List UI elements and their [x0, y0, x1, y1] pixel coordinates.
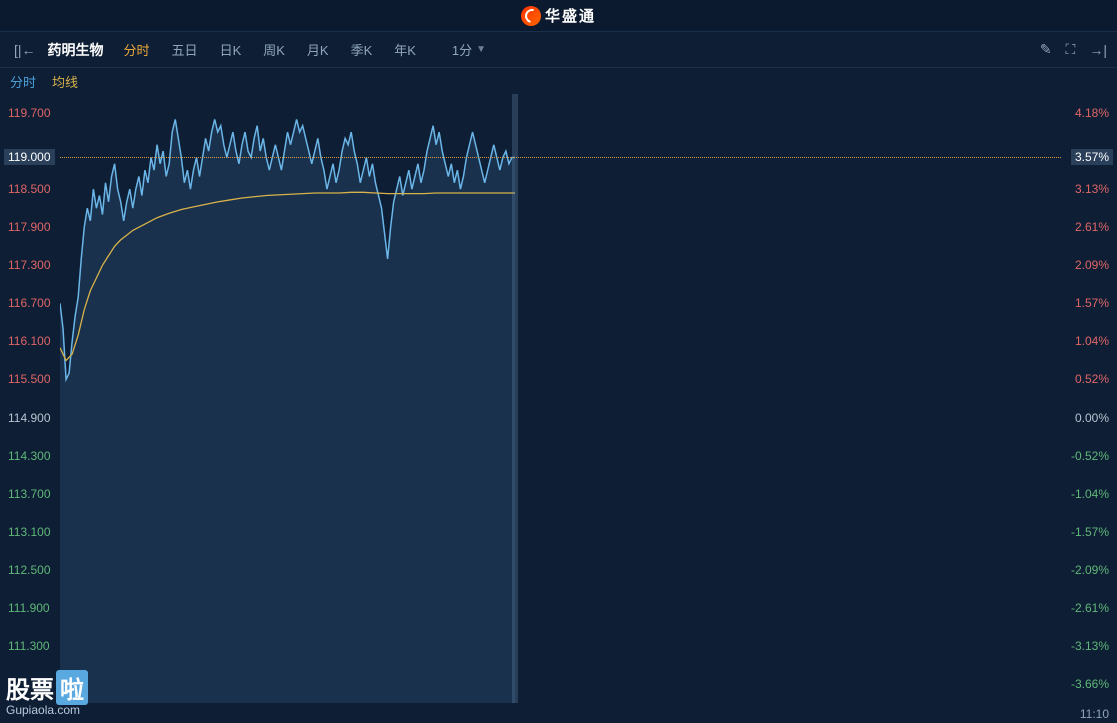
- y-left-tick: 114.900: [8, 412, 51, 424]
- current-price-tag: 119.000: [4, 149, 55, 165]
- current-price-line: [60, 157, 1061, 158]
- tab-五日[interactable]: 五日: [164, 36, 206, 63]
- watermark-text: 股票: [6, 670, 54, 705]
- watermark: 股票啦 Gupiaola.com: [6, 670, 88, 717]
- y-left-tick: 114.300: [8, 450, 51, 462]
- tab-周K[interactable]: 周K: [255, 36, 293, 63]
- y-left-tick: 117.900: [8, 221, 51, 233]
- y-right-tick: 3.13%: [1075, 183, 1109, 195]
- x-tick-end: 11:10: [1080, 707, 1109, 721]
- toolbar: [|← 药明生物 分时五日日K周K月K季K年K 1分 ▼ ✎ ⛶ →|: [0, 32, 1117, 68]
- brand: 华盛通: [521, 5, 596, 26]
- y-left-tick: 116.100: [8, 335, 51, 347]
- legend-junxian: 均线: [52, 72, 78, 91]
- y-right-tick: -1.04%: [1071, 488, 1109, 500]
- y-axis-left: 119.700 118.500 117.900 117.300 116.700 116.1…: [0, 94, 60, 703]
- interval-dropdown[interactable]: 1分 ▼: [442, 36, 496, 63]
- tab-日K[interactable]: 日K: [212, 36, 250, 63]
- y-right-tick: -3.66%: [1071, 678, 1109, 690]
- y-left-tick: 117.300: [8, 259, 51, 271]
- current-pct-tag: 3.57%: [1071, 149, 1113, 165]
- y-right-tick: 1.57%: [1075, 297, 1109, 309]
- y-left-tick: 112.500: [8, 564, 51, 576]
- y-right-tick: -3.13%: [1071, 640, 1109, 652]
- y-left-tick: 118.500: [8, 183, 51, 195]
- y-left-tick: 111.900: [8, 602, 50, 614]
- collapse-icon[interactable]: →|: [1089, 42, 1107, 58]
- y-right-tick: 0.52%: [1075, 373, 1109, 385]
- y-right-tick: -2.61%: [1071, 602, 1109, 614]
- y-right-tick: 2.61%: [1075, 221, 1109, 233]
- y-left-tick: 113.700: [8, 488, 51, 500]
- y-right-tick: 2.09%: [1075, 259, 1109, 271]
- brand-logo-icon: [521, 6, 541, 26]
- back-icon[interactable]: [|←: [10, 42, 40, 58]
- tab-季K[interactable]: 季K: [343, 36, 381, 63]
- y-left-tick: 111.300: [8, 640, 50, 652]
- chart-area: 119.700 118.500 117.900 117.300 116.700 116.1…: [0, 94, 1117, 723]
- toolbar-right: ✎ ⛶ →|: [1040, 41, 1107, 58]
- interval-label: 1分: [452, 40, 472, 59]
- y-right-tick: -1.57%: [1071, 526, 1109, 538]
- y-right-tick: 4.18%: [1075, 107, 1109, 119]
- y-axis-right: 4.18% 3.13% 2.61% 2.09% 1.57% 1.04% 0.52% 0.00%…: [1061, 94, 1117, 703]
- y-right-tick: 0.00%: [1075, 412, 1109, 424]
- y-left-tick: 115.500: [8, 373, 51, 385]
- y-right-tick: -0.52%: [1071, 450, 1109, 462]
- fullscreen-icon[interactable]: ⛶: [1066, 41, 1076, 58]
- edit-icon[interactable]: ✎: [1040, 41, 1052, 58]
- stock-name: 药明生物: [48, 40, 104, 60]
- chevron-down-icon: ▼: [476, 44, 486, 55]
- plot[interactable]: [60, 94, 1061, 703]
- y-right-tick: -2.09%: [1071, 564, 1109, 576]
- tab-年K[interactable]: 年K: [386, 36, 424, 63]
- titlebar: 华盛通: [0, 0, 1117, 32]
- y-left-tick: 116.700: [8, 297, 51, 309]
- watermark-url: Gupiaola.com: [6, 703, 88, 717]
- legend: 分时 均线: [0, 68, 1117, 94]
- tab-月K[interactable]: 月K: [299, 36, 337, 63]
- watermark-la: 啦: [56, 670, 88, 705]
- brand-text: 华盛通: [545, 5, 596, 26]
- y-left-tick: 113.100: [8, 526, 51, 538]
- y-right-tick: 1.04%: [1075, 335, 1109, 347]
- legend-fenshi: 分时: [10, 72, 36, 91]
- y-left-tick: 119.700: [8, 107, 51, 119]
- tab-分时[interactable]: 分时: [116, 36, 158, 63]
